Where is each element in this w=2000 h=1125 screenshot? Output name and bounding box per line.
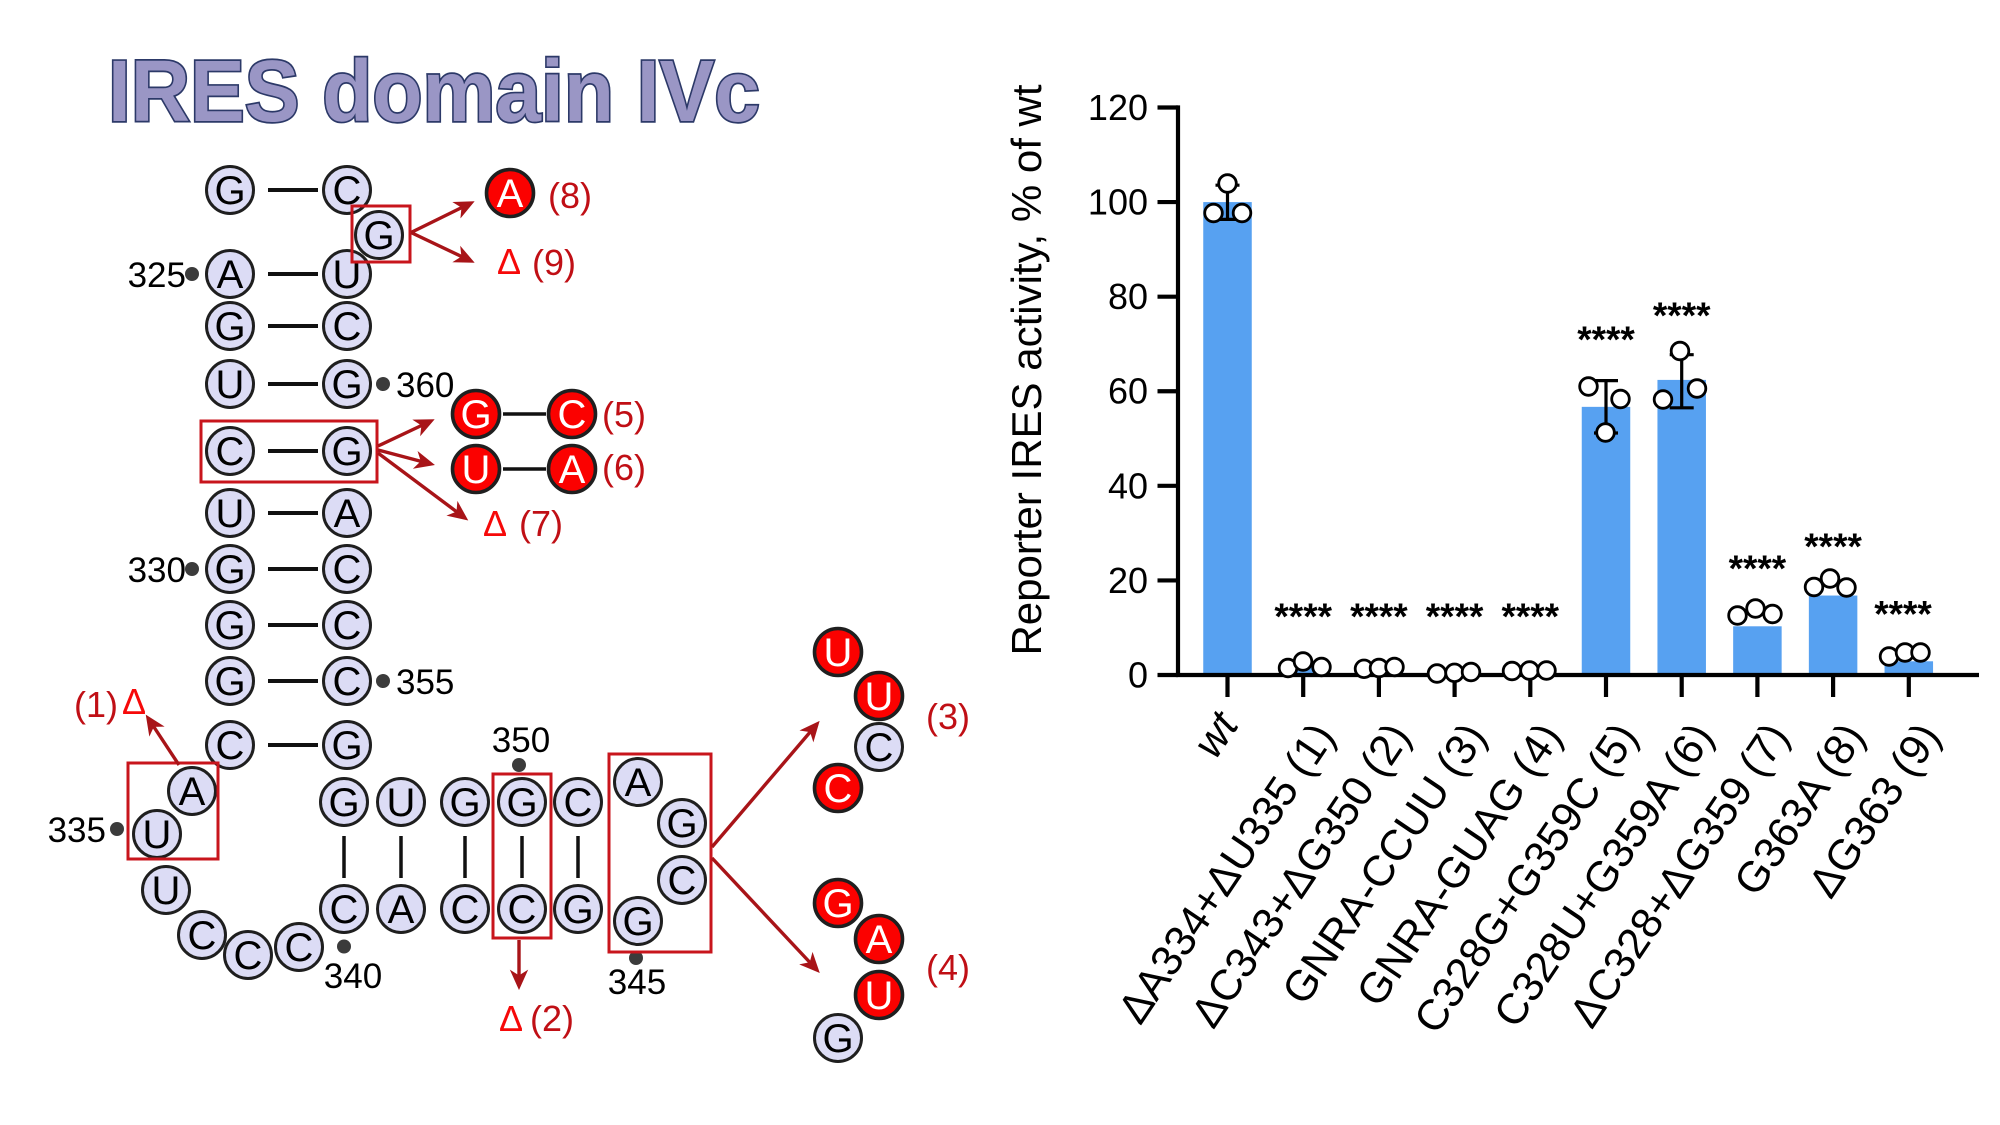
svg-text:G: G bbox=[506, 781, 537, 825]
svg-text:Δ: Δ bbox=[122, 681, 146, 722]
svg-text:40: 40 bbox=[1108, 465, 1148, 506]
svg-text:C: C bbox=[333, 305, 362, 349]
svg-text:G: G bbox=[214, 548, 245, 592]
svg-text:(1): (1) bbox=[74, 684, 118, 725]
svg-text:G: G bbox=[331, 363, 362, 407]
svg-text:20: 20 bbox=[1108, 560, 1148, 601]
svg-text:C: C bbox=[234, 934, 263, 978]
svg-text:60: 60 bbox=[1108, 371, 1148, 412]
svg-text:C: C bbox=[668, 859, 697, 903]
svg-text:G: G bbox=[214, 604, 245, 648]
svg-text:(4): (4) bbox=[926, 947, 970, 988]
svg-text:330: 330 bbox=[128, 551, 186, 590]
svg-text:Δ: Δ bbox=[499, 998, 523, 1039]
svg-text:U: U bbox=[387, 781, 416, 825]
svg-text:(6): (6) bbox=[602, 447, 646, 488]
svg-text:G: G bbox=[214, 660, 245, 704]
svg-text:****: **** bbox=[1729, 548, 1787, 589]
svg-text:350: 350 bbox=[492, 721, 550, 760]
svg-text:G: G bbox=[622, 900, 653, 944]
svg-text:A: A bbox=[217, 253, 244, 297]
svg-text:A: A bbox=[625, 761, 652, 805]
svg-text:U: U bbox=[824, 631, 853, 675]
svg-text:C: C bbox=[508, 888, 537, 932]
svg-text:C: C bbox=[824, 767, 853, 811]
svg-text:IRES domain IVc: IRES domain IVc bbox=[108, 42, 760, 140]
svg-text:(8): (8) bbox=[548, 175, 592, 216]
svg-text:G: G bbox=[460, 393, 491, 437]
svg-text:G: G bbox=[214, 169, 245, 213]
svg-text:C: C bbox=[865, 726, 894, 770]
svg-text:C: C bbox=[451, 888, 480, 932]
svg-text:(5): (5) bbox=[602, 394, 646, 435]
svg-text:G: G bbox=[331, 430, 362, 474]
svg-text:C: C bbox=[333, 660, 362, 704]
svg-text:C: C bbox=[333, 548, 362, 592]
svg-text:Reporter IRES activity, % of w: Reporter IRES activity, % of wt bbox=[1003, 84, 1050, 655]
svg-text:G: G bbox=[562, 888, 593, 932]
svg-text:A: A bbox=[497, 172, 524, 216]
svg-text:****: **** bbox=[1350, 596, 1408, 637]
svg-text:G: G bbox=[666, 802, 697, 846]
svg-text:C: C bbox=[333, 604, 362, 648]
svg-text:****: **** bbox=[1426, 596, 1484, 637]
svg-text:****: **** bbox=[1653, 295, 1711, 336]
svg-text:U: U bbox=[152, 869, 181, 913]
svg-text:U: U bbox=[462, 448, 491, 492]
svg-text:80: 80 bbox=[1108, 276, 1148, 317]
svg-text:C: C bbox=[216, 430, 245, 474]
svg-text:G: G bbox=[822, 882, 853, 926]
svg-text:(2): (2) bbox=[530, 998, 574, 1039]
svg-text:345: 345 bbox=[608, 963, 666, 1002]
svg-text:****: **** bbox=[1804, 526, 1862, 567]
svg-text:C: C bbox=[564, 781, 593, 825]
svg-text:Δ: Δ bbox=[497, 241, 521, 282]
svg-text:U: U bbox=[865, 974, 894, 1018]
svg-text:(9): (9) bbox=[532, 242, 576, 283]
svg-text:C: C bbox=[285, 926, 314, 970]
svg-text:A: A bbox=[866, 918, 893, 962]
svg-text:U: U bbox=[865, 675, 894, 719]
svg-text:G: G bbox=[331, 724, 362, 768]
svg-text:****: **** bbox=[1501, 596, 1559, 637]
svg-text:Δ: Δ bbox=[483, 503, 507, 544]
svg-text:355: 355 bbox=[396, 663, 454, 702]
svg-text:A: A bbox=[179, 770, 206, 814]
svg-text:****: **** bbox=[1874, 594, 1932, 635]
svg-text:A: A bbox=[559, 448, 586, 492]
svg-text:C: C bbox=[216, 724, 245, 768]
svg-text:A: A bbox=[334, 492, 361, 536]
svg-text:U: U bbox=[333, 253, 362, 297]
svg-text:G: G bbox=[449, 781, 480, 825]
svg-text:****: **** bbox=[1577, 319, 1635, 360]
svg-text:(3): (3) bbox=[926, 696, 970, 737]
svg-text:0: 0 bbox=[1128, 655, 1148, 696]
svg-text:U: U bbox=[216, 492, 245, 536]
svg-text:G: G bbox=[328, 781, 359, 825]
svg-text:100: 100 bbox=[1088, 182, 1148, 223]
svg-text:340: 340 bbox=[324, 957, 382, 996]
svg-text:120: 120 bbox=[1088, 87, 1148, 128]
svg-text:C: C bbox=[188, 914, 217, 958]
svg-text:****: **** bbox=[1274, 596, 1332, 637]
svg-text:G: G bbox=[363, 214, 394, 258]
svg-text:(7): (7) bbox=[519, 503, 563, 544]
svg-text:G: G bbox=[822, 1017, 853, 1061]
svg-text:360: 360 bbox=[396, 366, 454, 405]
svg-text:U: U bbox=[216, 363, 245, 407]
svg-text:U: U bbox=[143, 813, 172, 857]
svg-text:G: G bbox=[214, 305, 245, 349]
svg-text:325: 325 bbox=[128, 256, 186, 295]
svg-text:C: C bbox=[558, 393, 587, 437]
svg-text:C: C bbox=[330, 888, 359, 932]
svg-text:335: 335 bbox=[48, 811, 106, 850]
svg-text:A: A bbox=[388, 888, 415, 932]
